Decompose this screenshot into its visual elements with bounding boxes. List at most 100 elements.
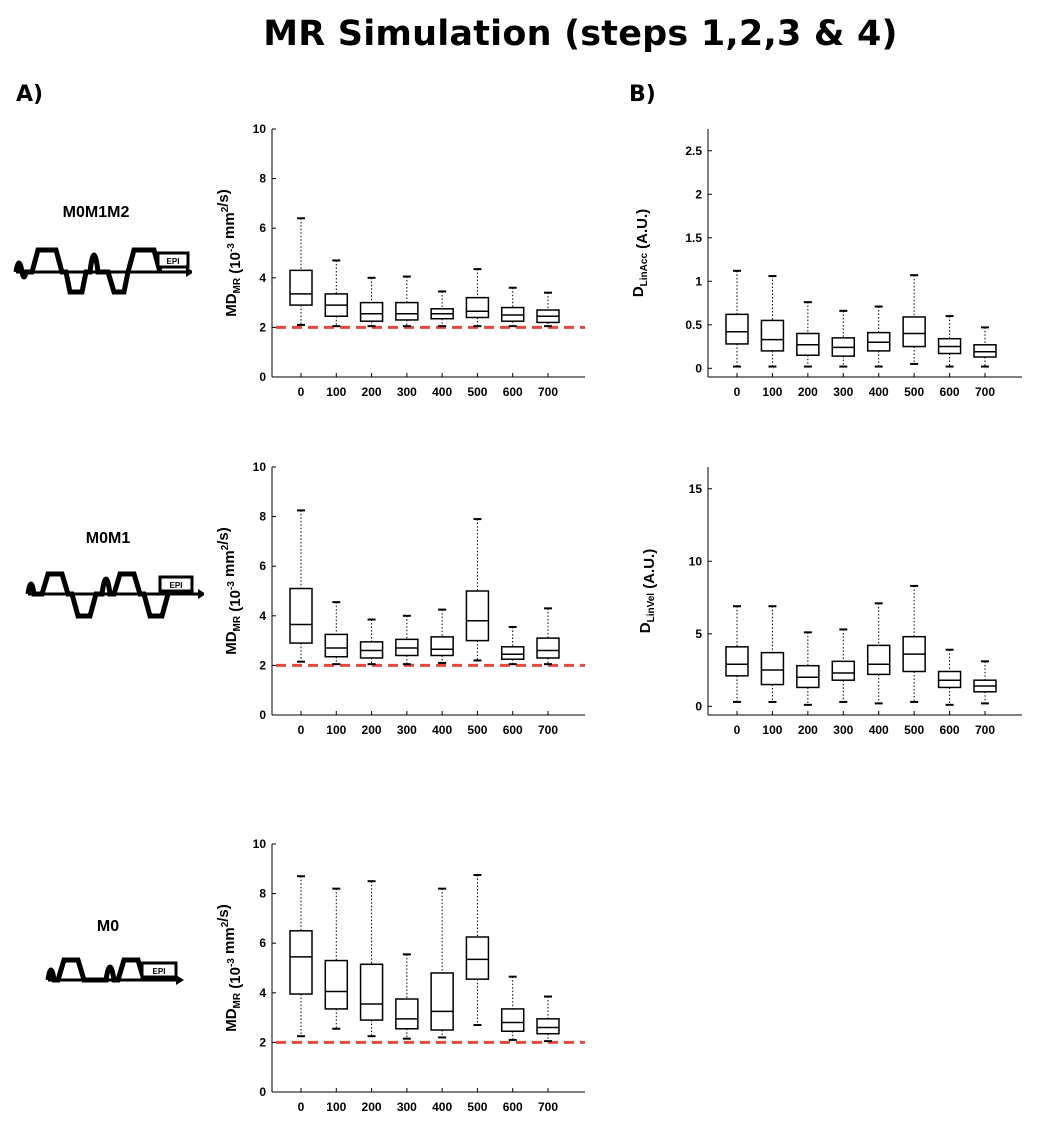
box-200: [359, 276, 384, 328]
x-tick-label: 0: [298, 1100, 305, 1114]
box-0: [289, 875, 313, 1038]
y-axis-label: MDMR (10-3 mm2/s): [215, 189, 244, 317]
box-iqr: [430, 636, 454, 657]
sequence-label-m0m1m2: M0M1M2: [62, 204, 130, 221]
panel-label-b: B): [629, 82, 656, 107]
box-iqr: [395, 998, 419, 1030]
box-iqr: [500, 1008, 525, 1032]
box-500: [465, 268, 490, 328]
y-tick-label: 0: [259, 1085, 266, 1099]
y-tick-label: 15: [689, 482, 703, 496]
box-600: [500, 625, 525, 666]
box-iqr: [359, 301, 384, 322]
box-iqr: [500, 646, 525, 660]
box-iqr: [725, 646, 749, 677]
y-tick-label: 8: [259, 887, 266, 901]
x-tick-label: 700: [538, 1100, 558, 1114]
box-iqr: [760, 319, 785, 352]
box-iqr: [324, 633, 349, 658]
y-axis-label: MDMR (10-3 mm2/s): [215, 527, 244, 655]
x-tick-label: 700: [975, 723, 995, 737]
box-100: [760, 605, 785, 703]
box-0: [725, 605, 749, 703]
box-iqr: [725, 313, 749, 345]
box-400: [430, 290, 454, 328]
x-tick-label: 500: [904, 723, 924, 737]
box-iqr: [465, 296, 490, 319]
y-tick-label: 10: [689, 554, 703, 568]
x-tick-label: 100: [326, 1100, 346, 1114]
y-axis-label: DLinVel (A.U.): [637, 549, 658, 633]
y-tick-label: 0: [695, 361, 702, 375]
box-iqr: [465, 936, 490, 980]
x-tick-label: 400: [869, 723, 889, 737]
box-500: [465, 874, 490, 1027]
x-tick-label: 500: [467, 1100, 487, 1114]
x-tick-label: 300: [833, 723, 853, 737]
box-200: [359, 618, 384, 666]
x-tick-label: 600: [503, 385, 523, 399]
y-tick-label: 1.5: [685, 231, 702, 245]
y-tick-label: 6: [259, 936, 266, 950]
box-700: [973, 326, 997, 368]
y-tick-label: 10: [253, 122, 267, 136]
y-tick-label: 2: [259, 658, 266, 672]
x-tick-label: 400: [432, 385, 452, 399]
y-tick-label: 1: [695, 274, 702, 288]
y-axis-label: DLinAcc (A.U.): [630, 209, 651, 297]
waveform-m0-icon: EPI: [45, 957, 184, 985]
x-tick-label: 0: [298, 385, 305, 399]
waveform-m0m1m2-icon: EPI: [13, 247, 192, 295]
x-tick-label: 100: [326, 385, 346, 399]
box-100: [324, 259, 349, 328]
y-tick-label: 2: [695, 187, 702, 201]
box-iqr: [430, 972, 454, 1031]
x-tick-label: 200: [362, 1100, 382, 1114]
box-100: [324, 601, 349, 666]
y-tick-label: 4: [259, 609, 266, 623]
box-iqr: [324, 959, 349, 1010]
box-iqr: [289, 269, 313, 306]
box-300: [395, 275, 419, 328]
box-700: [536, 291, 560, 328]
box-200: [796, 631, 820, 706]
y-tick-label: 6: [259, 221, 266, 235]
box-700: [536, 995, 560, 1043]
box-iqr: [536, 637, 560, 659]
x-tick-label: 400: [432, 1100, 452, 1114]
box-100: [324, 887, 349, 1030]
y-tick-label: 2.5: [685, 144, 702, 158]
box-600: [937, 648, 962, 706]
box-200: [359, 880, 384, 1038]
x-tick-label: 600: [503, 723, 523, 737]
box-600: [937, 315, 962, 368]
box-iqr: [359, 963, 384, 1021]
box-0: [725, 269, 749, 368]
x-tick-label: 500: [467, 385, 487, 399]
x-tick-label: 400: [869, 385, 889, 399]
x-tick-label: 700: [538, 723, 558, 737]
box-600: [500, 975, 525, 1041]
x-tick-label: 600: [503, 1100, 523, 1114]
x-tick-label: 100: [326, 723, 346, 737]
x-tick-label: 300: [397, 1100, 417, 1114]
y-tick-label: 0: [259, 370, 266, 384]
box-400: [430, 887, 454, 1039]
y-tick-label: 5: [695, 627, 702, 641]
chart-d-linacc: 0 0.5 1 1.5 2 2.5 0 100 200 300 400 500 600 700 DLinAc…: [630, 129, 1022, 399]
x-tick-label: 0: [298, 723, 305, 737]
waveform-m0m1-icon: EPI: [25, 571, 204, 619]
y-tick-label: 8: [259, 510, 266, 524]
x-tick-label: 600: [940, 385, 960, 399]
x-tick-label: 400: [432, 723, 452, 737]
x-tick-label: 700: [538, 385, 558, 399]
box-0: [289, 217, 313, 326]
x-tick-label: 300: [397, 723, 417, 737]
x-tick-label: 500: [904, 385, 924, 399]
x-tick-label: 200: [798, 723, 818, 737]
y-tick-label: 0: [259, 708, 266, 722]
y-tick-label: 0.5: [685, 318, 702, 332]
